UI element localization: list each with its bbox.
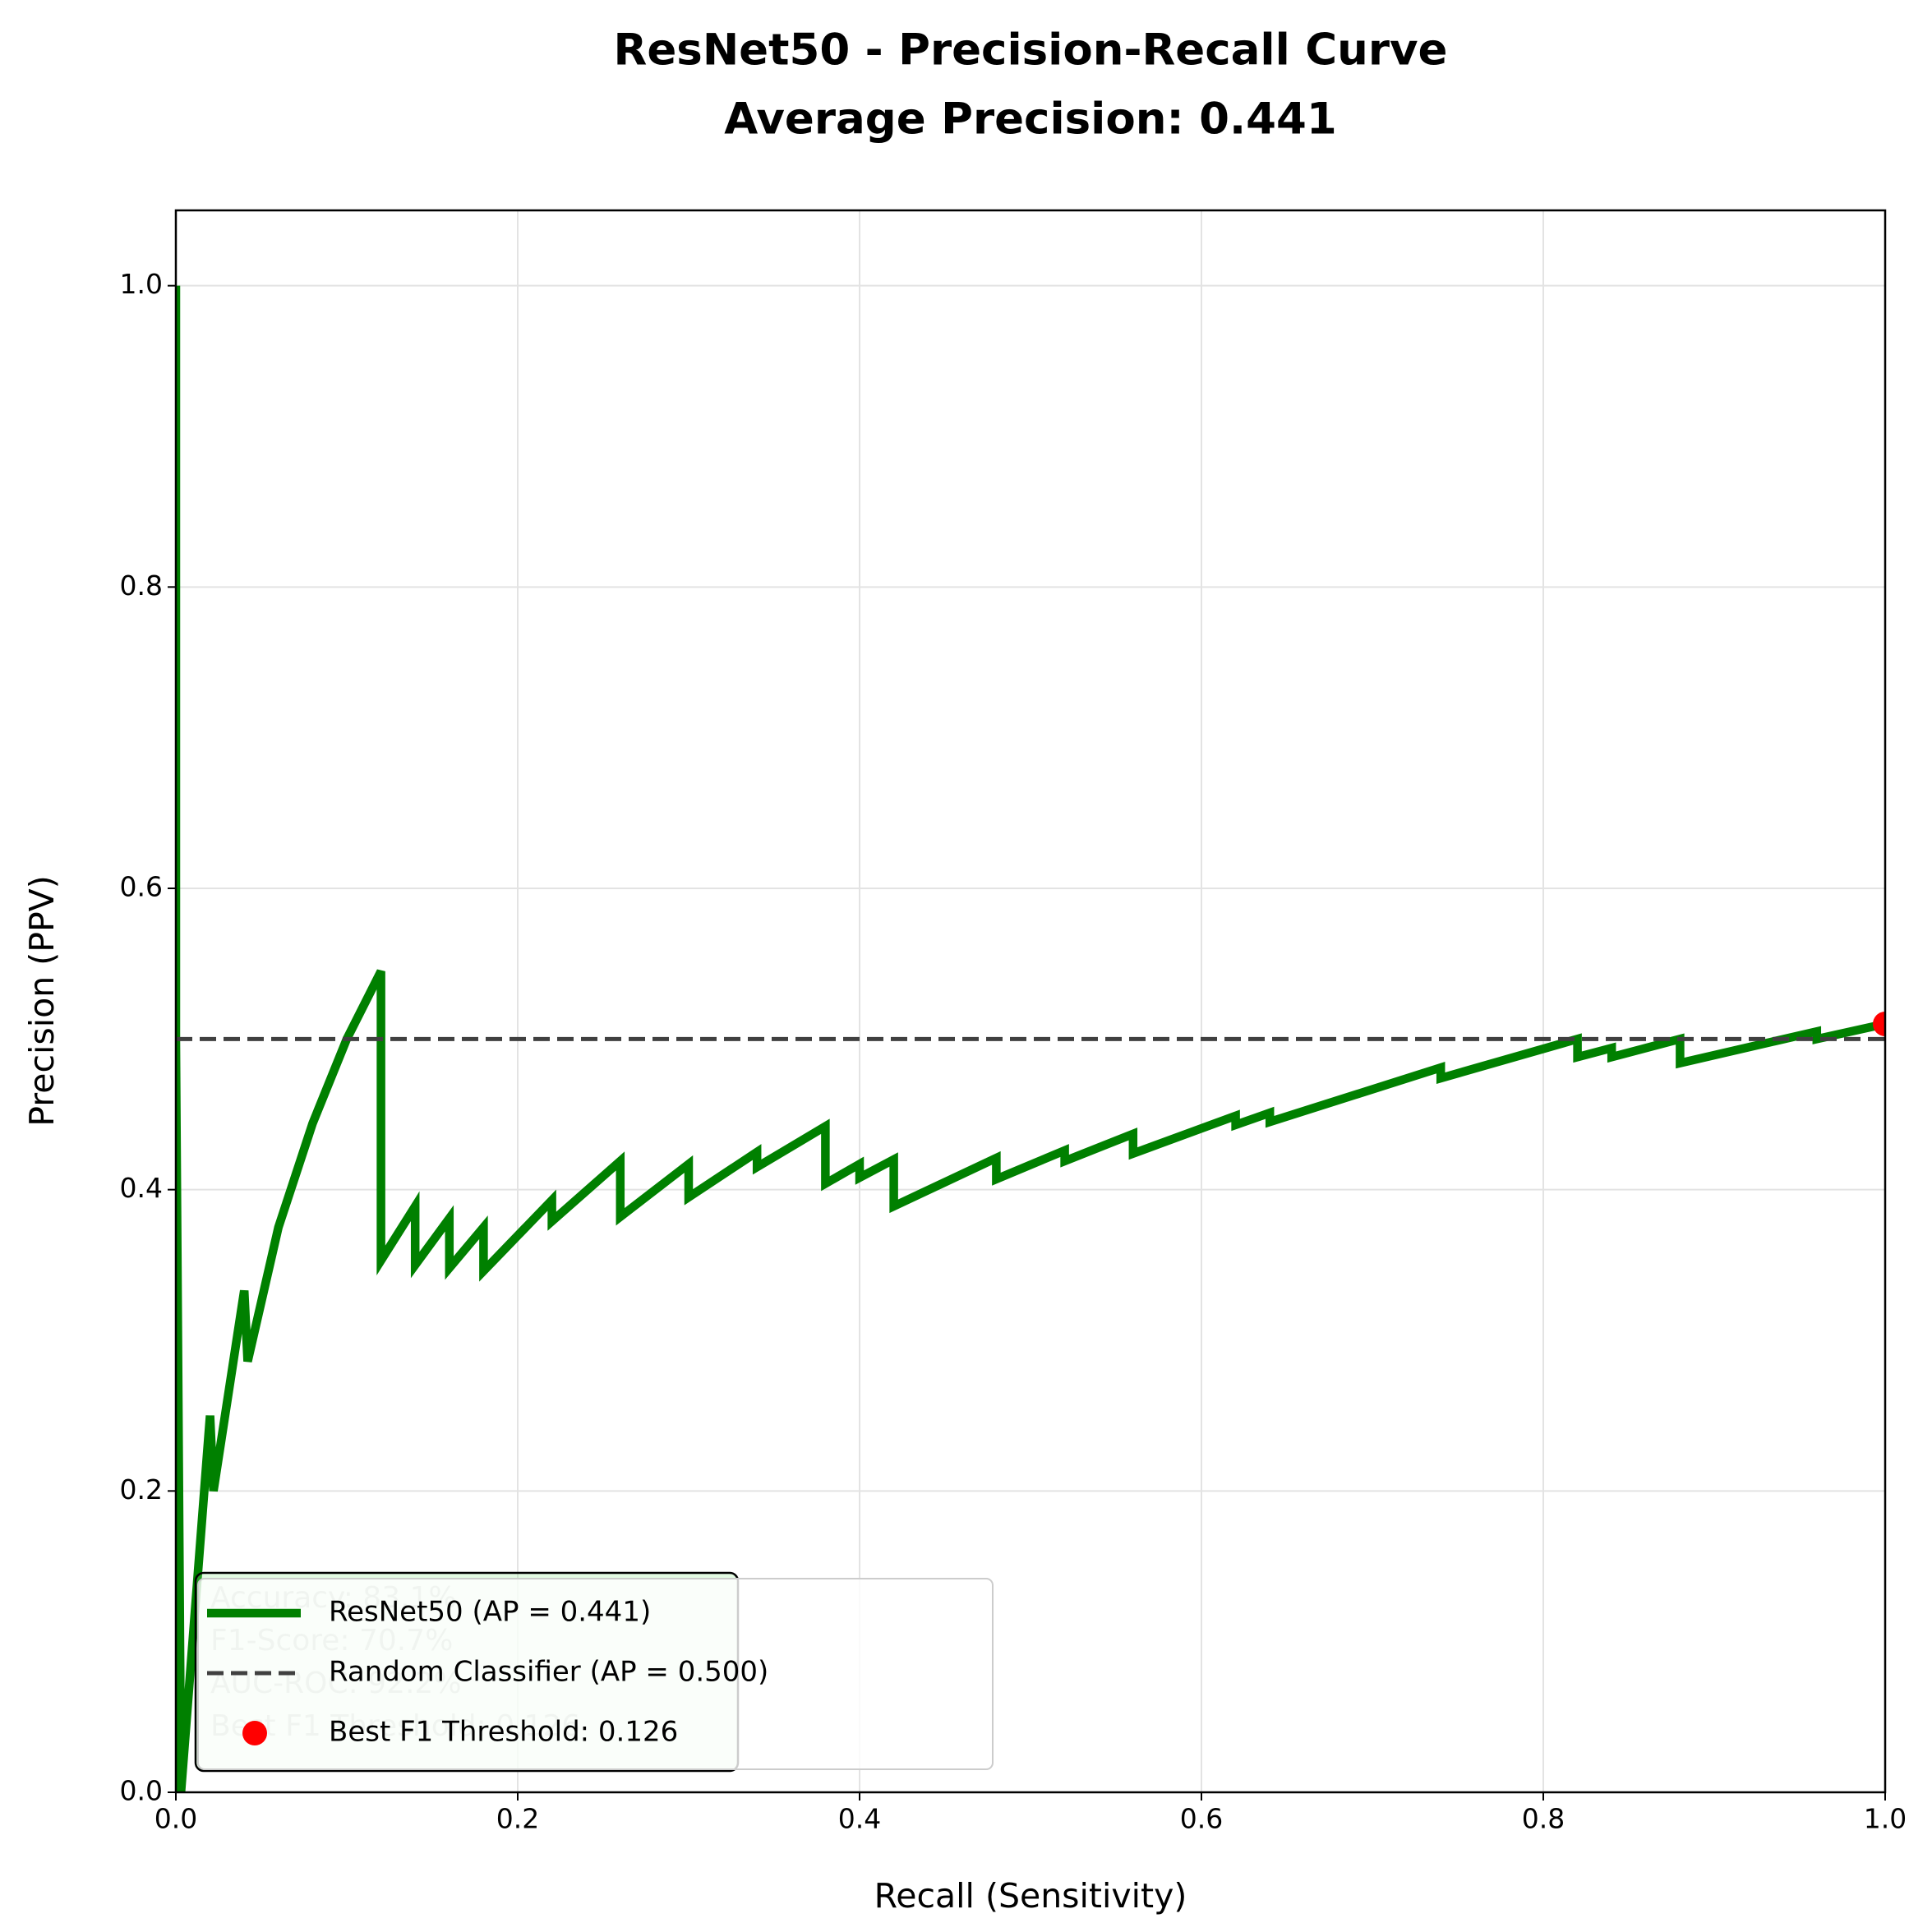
x-tick-label: 0.0 <box>154 1803 197 1835</box>
best-f1-point <box>1873 1012 1885 1036</box>
legend-label: ResNet50 (AP = 0.441) <box>329 1596 651 1629</box>
y-tick-label: 1.0 <box>120 268 163 300</box>
x-tick-label: 0.8 <box>1522 1803 1565 1835</box>
chart-title: ResNet50 - Precision-Recall Curve <box>614 25 1448 76</box>
y-tick-label: 0.2 <box>120 1473 163 1505</box>
plot-area <box>176 285 1885 1792</box>
legend-box <box>197 1578 994 1770</box>
axes-frame <box>174 209 1887 1794</box>
y-tick-label: 0.8 <box>120 569 163 602</box>
x-tick-label: 0.2 <box>496 1803 539 1835</box>
y-tick-label: 0.0 <box>120 1775 163 1807</box>
pr-curve <box>176 285 1885 1792</box>
x-tick-label: 0.6 <box>1180 1803 1223 1835</box>
x-axis-label: Recall (Sensitivity) <box>874 1876 1187 1916</box>
x-tick-label: 1.0 <box>1864 1803 1907 1835</box>
y-axis-label: Precision (PPV) <box>22 875 62 1126</box>
chart-title: Average Precision: 0.441 <box>724 95 1337 145</box>
legend-label: Random Classifier (AP = 0.500) <box>329 1656 768 1689</box>
y-tick-label: 0.6 <box>120 871 163 903</box>
y-tick-label: 0.4 <box>120 1172 163 1204</box>
legend-label: Best F1 Threshold: 0.126 <box>329 1716 678 1749</box>
legend-marker <box>242 1721 267 1745</box>
x-tick-label: 0.4 <box>838 1803 881 1835</box>
